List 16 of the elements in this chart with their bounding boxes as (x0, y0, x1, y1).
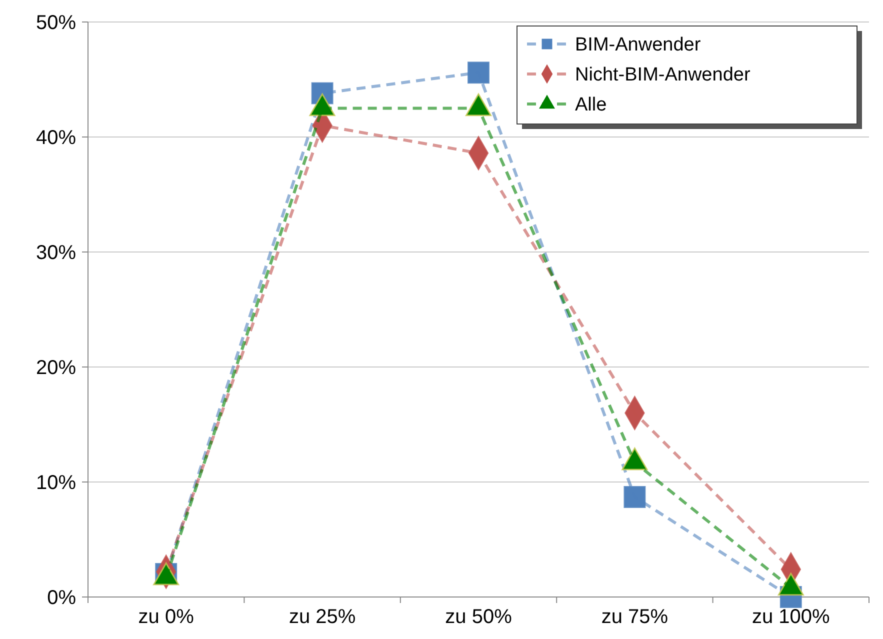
y-tick-label: 10% (36, 472, 76, 494)
y-tick-label: 30% (36, 242, 76, 264)
point (624, 486, 646, 508)
y-tick-label: 0% (47, 587, 76, 609)
point (468, 62, 490, 84)
x-tick-label: zu 75% (601, 606, 668, 628)
x-tick-label: zu 25% (288, 606, 356, 628)
y-tick-label: 50% (36, 12, 76, 34)
x-tick-label: zu 50% (445, 606, 512, 628)
x-tick-label: zu 100% (752, 606, 830, 628)
y-tick-label: 40% (36, 127, 76, 149)
legend-label: BIM-Anwender (575, 34, 702, 56)
legend-label: Nicht-BIM-Anwender (575, 64, 751, 86)
x-tick-label: zu 0% (138, 606, 194, 628)
legend-label: Alle (575, 94, 607, 116)
y-tick-label: 20% (36, 357, 76, 379)
